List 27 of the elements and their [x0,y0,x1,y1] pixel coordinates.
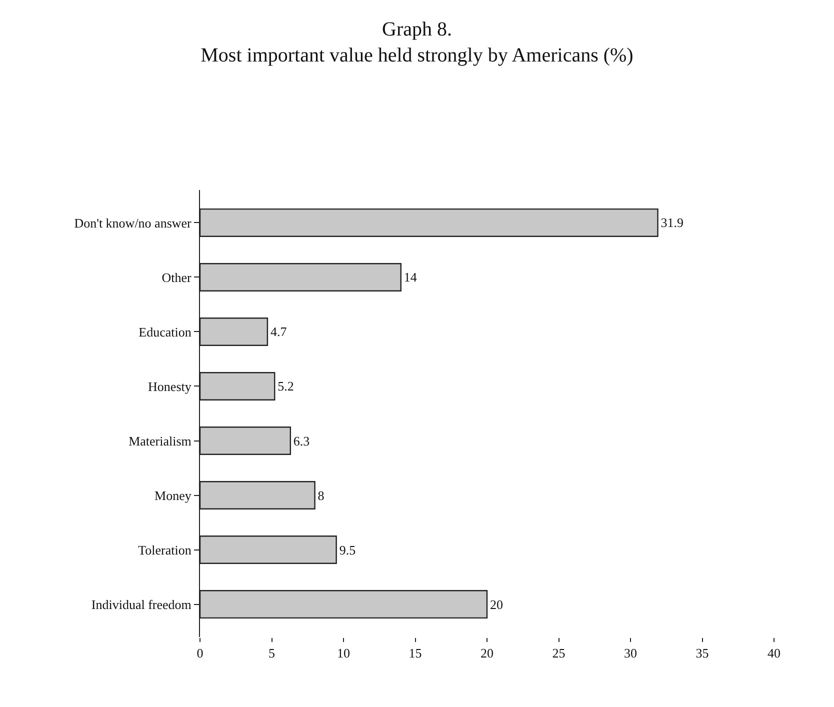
x-tick-label: 30 [624,646,637,661]
data-label: 9.5 [339,542,356,558]
y-tick-label: Toleration [138,542,192,558]
data-label: 20 [490,596,503,612]
x-tick-label: 5 [268,646,275,661]
chart-subtitle: Most important value held strongly by Americans (%) [200,44,634,66]
y-tick-label: Money [154,488,192,503]
y-tick-label: Education [138,324,192,340]
data-label: 31.9 [660,215,684,230]
y-tick-label: Don't know/no answer [74,215,192,230]
data-label: 6.3 [293,433,310,448]
chart-title: Graph 8. [382,18,452,40]
x-tick-label: 15 [408,646,422,661]
y-tick-label: Individual freedom [91,596,192,612]
x-tick-label: 25 [552,646,566,661]
data-label: 8 [318,488,324,503]
y-tick-label: Honesty [148,378,192,394]
x-tick-label: 20 [480,646,494,661]
y-tick-label: Other [162,270,192,285]
data-label: 14 [404,270,418,285]
data-label: 5.2 [278,378,294,394]
y-tick-label: Materialism [128,433,192,448]
x-tick-label: 35 [696,646,709,661]
x-tick-label: 0 [196,646,204,661]
data-label: 4.7 [270,324,288,340]
x-tick-label: 10 [337,646,350,661]
x-tick-label: 40 [768,646,780,661]
